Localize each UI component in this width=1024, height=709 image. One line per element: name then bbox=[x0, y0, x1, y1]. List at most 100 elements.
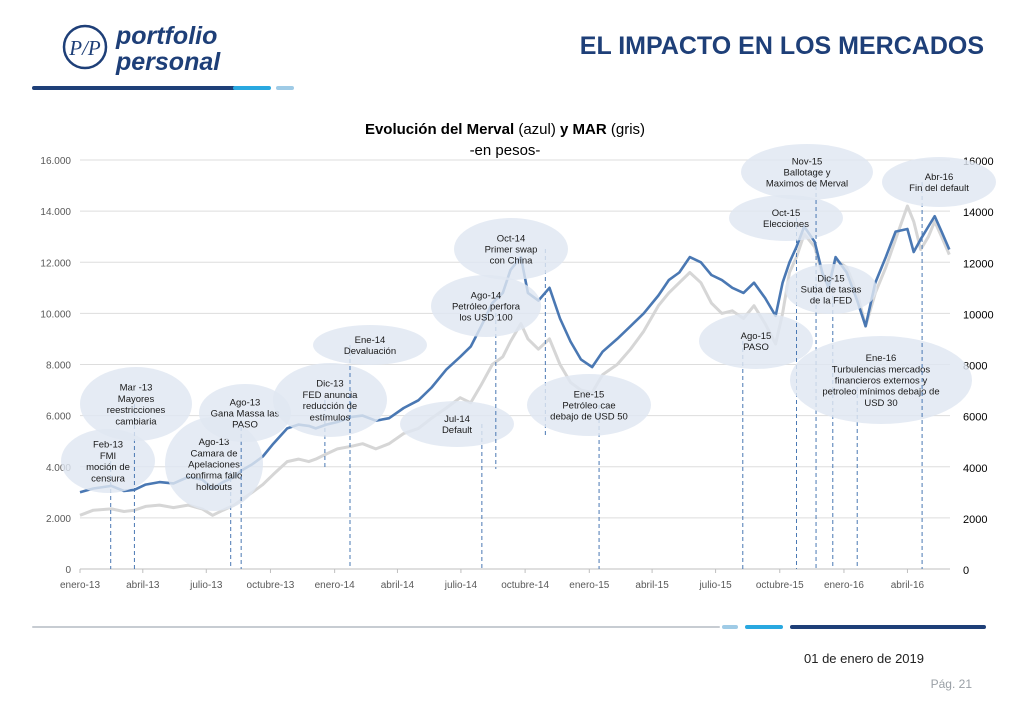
y-left-tick-label: 6.000 bbox=[46, 412, 71, 423]
annotation-line: Default bbox=[442, 425, 472, 436]
annotation-line: financieros externos y bbox=[835, 376, 928, 387]
annotation-line: FMI bbox=[100, 451, 116, 462]
footer-rule-pale bbox=[722, 625, 738, 629]
annotation-line: Ago-15 bbox=[741, 331, 772, 342]
annotation-line: Ene-15 bbox=[574, 389, 605, 400]
annotation-line: reestricciones bbox=[107, 405, 166, 416]
y-right-tick-label: 2000 bbox=[963, 514, 987, 526]
page-number: Pág. 21 bbox=[930, 677, 972, 691]
annotation-group: Dic-13 FED anuncia reducción de estímulos bbox=[273, 363, 387, 468]
annotation-bubble bbox=[61, 429, 155, 493]
annotation-bubble bbox=[527, 374, 651, 436]
y-left-tick-label: 14.000 bbox=[40, 207, 71, 218]
x-tick-label: enero-13 bbox=[60, 580, 100, 591]
annotation-line: Dic-15 bbox=[817, 273, 844, 284]
slide-date: 01 de enero de 2019 bbox=[804, 651, 924, 666]
annotation-bubble bbox=[741, 144, 873, 200]
annotation-line: petroleo mínimos debajo de bbox=[822, 387, 939, 398]
y-left-tick-label: 2.000 bbox=[46, 514, 71, 525]
annotation-text: Ene-15 Petróleo cae debajo de USD 50 bbox=[550, 389, 628, 422]
annotation-line: Mar -13 bbox=[120, 383, 153, 394]
annotation-line: Feb-13 bbox=[93, 440, 123, 451]
annotation-bubble bbox=[199, 384, 291, 442]
annotation-line: de la FED bbox=[810, 296, 852, 307]
footer-rule-gray bbox=[32, 626, 720, 628]
y-left-tick-label: 10.000 bbox=[40, 309, 71, 320]
y-right-tick-label: 10000 bbox=[963, 309, 994, 321]
y-left-tick-label: 4.000 bbox=[46, 463, 71, 474]
annotation-line: Apelaciones bbox=[188, 460, 240, 471]
x-axis-ticks: enero-13 abril-13 julio-13 octubre-13 enero-… bbox=[60, 569, 925, 591]
annotation-line: Dic-13 bbox=[316, 379, 343, 390]
y-left-tick-label: 12.000 bbox=[40, 258, 71, 269]
y-left-tick-label: 0 bbox=[65, 565, 71, 576]
annotation-text: Mar -13 Mayores reestricciones cambiaria bbox=[107, 383, 166, 428]
x-tick-label: abril-14 bbox=[381, 580, 415, 591]
x-tick-label: octubre-14 bbox=[501, 580, 549, 591]
annotation-bubble bbox=[785, 264, 877, 314]
y-left-tick-label: 8.000 bbox=[46, 361, 71, 372]
annotation-group: Mar -13 Mayores reestricciones cambiaria bbox=[80, 367, 192, 569]
annotation-line: Ene-16 bbox=[866, 353, 897, 364]
annotation-line: con China bbox=[490, 256, 533, 267]
y-right-tick-label: 4000 bbox=[963, 463, 987, 475]
chart-title-merval: Evolución del Merval bbox=[365, 121, 514, 138]
annotation-bubble bbox=[400, 401, 514, 447]
annotation-line: Jul-14 bbox=[444, 414, 470, 425]
x-tick-label: enero-16 bbox=[824, 580, 864, 591]
annotation-line: confirma fallo bbox=[186, 471, 243, 482]
chart-subtitle: -en pesos- bbox=[470, 142, 541, 159]
chart-title-mar: y MAR bbox=[560, 121, 607, 138]
annotation-line: estímulos bbox=[310, 412, 351, 423]
annotation-line: debajo de USD 50 bbox=[550, 412, 628, 423]
annotation-bubble bbox=[699, 313, 813, 369]
annotation-text: Abr-16 Fin del default bbox=[909, 172, 969, 194]
slide-title: EL IMPACTO EN LOS MERCADOS bbox=[579, 32, 984, 60]
annotation-bubble bbox=[80, 367, 192, 441]
annotation-line: Ene-14 bbox=[355, 335, 386, 346]
annotation-line: FED anuncia bbox=[303, 390, 359, 401]
annotation-group: Jul-14 Default bbox=[400, 401, 514, 569]
x-tick-label: octubre-15 bbox=[756, 580, 804, 591]
annotation-bubble bbox=[431, 275, 541, 337]
annotation-group: Ene-15 Petróleo cae debajo de USD 50 bbox=[527, 374, 651, 569]
annotation-line: Maximos de Merval bbox=[766, 179, 848, 190]
annotation-text: Ago-13 Gana Massa las PASO bbox=[211, 397, 280, 430]
annotation-line: Gana Massa las bbox=[211, 409, 280, 420]
annotation-bubble bbox=[790, 336, 972, 424]
annotation-line: PASO bbox=[232, 420, 258, 431]
x-tick-label: enero-14 bbox=[315, 580, 355, 591]
logo-word-personal: personal bbox=[115, 48, 221, 76]
annotation-line: Petróleo perfora bbox=[452, 302, 521, 313]
y-right-tick-label: 6000 bbox=[963, 412, 987, 424]
annotation-bubble bbox=[273, 363, 387, 437]
annotation-line: Devaluación bbox=[344, 346, 396, 357]
annotation-line: Elecciones bbox=[763, 219, 809, 230]
annotation-group: Ene-16 Turbulencias mercados financieros e… bbox=[790, 336, 972, 569]
annotation-line: moción de bbox=[86, 462, 130, 473]
annotation-line: PASO bbox=[743, 342, 769, 353]
x-tick-label: octubre-13 bbox=[247, 580, 295, 591]
annotation-text: Ago-13 Camara de Apelaciones confirma fallo… bbox=[186, 437, 243, 493]
annotation-text: Nov-15 Ballotage y Maximos de Merval bbox=[766, 156, 848, 189]
footer-rule-navy bbox=[790, 625, 986, 629]
header-rule-blue bbox=[233, 86, 271, 90]
logo-ring bbox=[62, 24, 108, 70]
annotation-group: Ago-13 Gana Massa las PASO bbox=[199, 384, 291, 569]
x-tick-label: abril-15 bbox=[635, 580, 669, 591]
annotation-line: Ago-14 bbox=[471, 290, 502, 301]
chart-title-gris: (gris) bbox=[611, 121, 645, 138]
annotation-bubble bbox=[454, 218, 568, 280]
annotation-group: Ene-14 Devaluación bbox=[313, 325, 427, 569]
annotation-text: Jul-14 Default bbox=[442, 414, 472, 436]
y-right-tick-label: 0 bbox=[963, 565, 969, 577]
annotation-group: Ago-15 PASO bbox=[699, 313, 813, 569]
annotation-line: censura bbox=[91, 473, 126, 484]
annotation-line: Petróleo cae bbox=[562, 401, 615, 412]
annotation-bubble bbox=[729, 195, 843, 241]
annotation-line: Suba de tasas bbox=[801, 285, 862, 296]
annotations: Feb-13 FMI moción de censura Mar -13 Mayores r… bbox=[61, 144, 996, 569]
x-tick-label: julio-14 bbox=[444, 580, 478, 591]
